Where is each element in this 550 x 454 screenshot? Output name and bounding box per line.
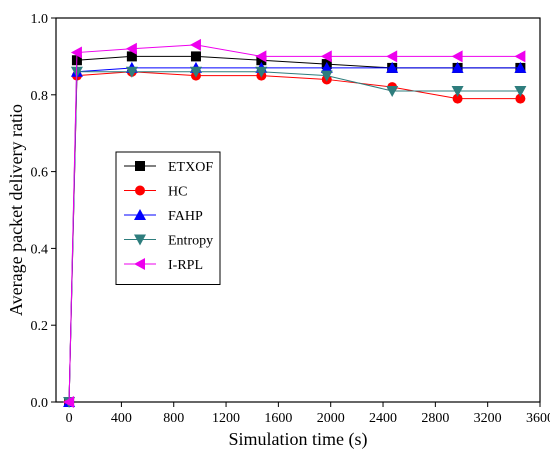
data-point-fahp — [320, 61, 333, 73]
legend-marker-hc — [135, 185, 145, 196]
data-point-entropy — [386, 85, 399, 97]
data-point-entropy — [125, 66, 138, 78]
data-point-i-rpl — [451, 50, 463, 63]
y-tick-label: 0.6 — [31, 166, 49, 181]
y-tick-label: 0.4 — [31, 242, 49, 257]
legend-label-i-rpl: I-RPL — [168, 258, 203, 273]
x-tick-label: 800 — [163, 411, 184, 426]
x-tick-label: 1600 — [264, 411, 292, 426]
x-tick-label: 2800 — [421, 411, 449, 426]
data-point-etxof — [126, 51, 137, 62]
data-point-i-rpl — [70, 46, 82, 59]
x-axis-title: Simulation time (s) — [229, 429, 368, 450]
data-point-i-rpl — [386, 50, 398, 63]
legend-item-hc: HC — [124, 185, 187, 200]
y-tick-label: 0.0 — [31, 396, 49, 411]
legend-marker-fahp — [134, 209, 146, 220]
y-axis-title: Average packet delivery ratio — [6, 104, 26, 316]
data-point-etxof — [190, 51, 201, 62]
data-point-hc — [515, 93, 526, 104]
legend-item-entropy: Entropy — [124, 234, 213, 249]
x-tick-label: 400 — [111, 411, 132, 426]
series-layer — [63, 38, 527, 408]
data-point-entropy — [451, 85, 464, 97]
data-point-hc — [452, 93, 463, 104]
legend-item-i-rpl: I-RPL — [124, 258, 203, 273]
data-point-entropy — [189, 66, 202, 78]
data-point-i-rpl — [320, 50, 332, 63]
x-tick-label: 3200 — [474, 411, 502, 426]
data-point-etxof — [256, 55, 267, 66]
series-i-rpl — [63, 38, 526, 408]
data-point-i-rpl — [514, 50, 526, 63]
data-point-i-rpl — [255, 50, 267, 63]
legend-label-hc: HC — [168, 185, 187, 200]
x-tick-label: 2000 — [317, 411, 345, 426]
data-point-entropy — [255, 66, 268, 78]
y-tick-label: 0.8 — [31, 89, 49, 104]
legend: ETXOF HC FAHP Entropy I-RPL — [115, 151, 221, 285]
legend-box — [115, 151, 221, 285]
x-tick-label: 2400 — [369, 411, 397, 426]
legend-label-fahp: FAHP — [168, 209, 203, 224]
legend-item-fahp: FAHP — [124, 209, 203, 224]
data-point-i-rpl — [125, 42, 137, 55]
data-point-fahp — [514, 61, 527, 73]
data-point-i-rpl — [189, 38, 201, 51]
y-tick-label: 0.2 — [31, 319, 49, 334]
legend-marker-entropy — [134, 234, 146, 246]
data-point-entropy — [320, 70, 333, 82]
data-point-fahp — [451, 61, 464, 73]
data-point-entropy — [514, 85, 527, 97]
legend-item-etxof: ETXOF — [124, 160, 213, 175]
x-tick-label: 1200 — [212, 411, 240, 426]
legend-label-etxof: ETXOF — [168, 160, 213, 175]
legend-marker-etxof — [135, 161, 145, 171]
legend-label-entropy: Entropy — [168, 234, 213, 249]
x-tick-label: 0 — [66, 411, 73, 426]
plot-frame — [55, 17, 541, 403]
legend-marker-i-rpl — [134, 258, 145, 270]
data-point-fahp — [386, 61, 399, 73]
data-point-i-rpl — [63, 396, 75, 408]
y-tick-label: 1.0 — [31, 12, 49, 27]
